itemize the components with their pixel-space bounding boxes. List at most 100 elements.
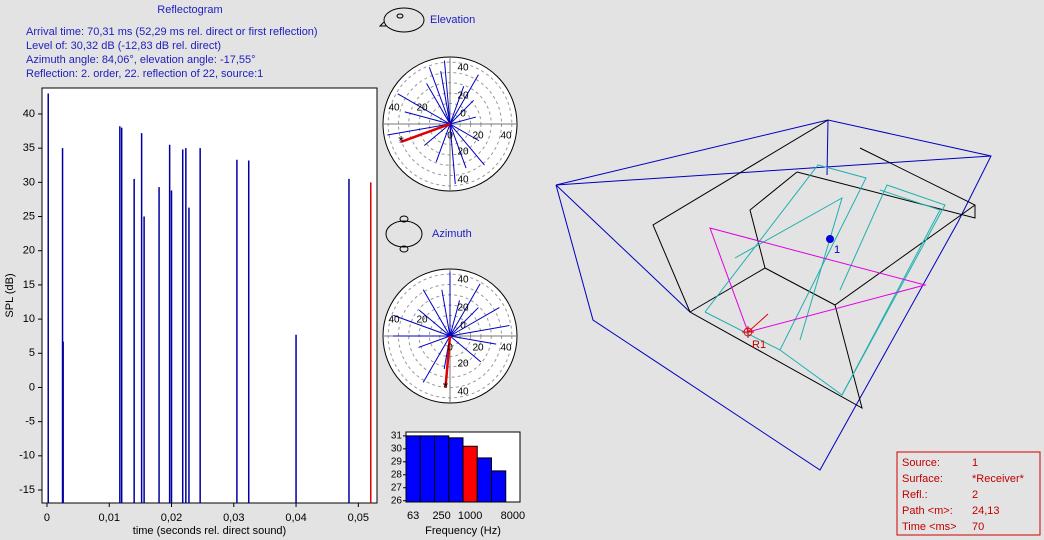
direction-ray <box>449 307 479 337</box>
info-line: Azimuth angle: 84,06°, elevation angle: … <box>26 54 256 66</box>
direction-ray <box>422 289 451 337</box>
bar <box>448 437 464 503</box>
direction-ray <box>440 71 451 125</box>
polar-tick-label: 20 <box>457 147 469 158</box>
polar-tick-label: 40 <box>457 175 469 186</box>
x-tick-label: 0,02 <box>161 512 182 524</box>
y-tick-label: 29 <box>391 456 403 467</box>
direction-ray <box>435 123 451 162</box>
room-view <box>555 119 992 471</box>
polar-tick-label: 40 <box>457 387 469 398</box>
y-tick-label: 5 <box>29 347 35 359</box>
info-label: Surface: <box>902 473 943 485</box>
info-line: Arrival time: 70,31 ms (52,29 ms rel. di… <box>26 26 318 38</box>
azimuth-icon <box>385 215 423 253</box>
selected-marker: * <box>398 132 404 148</box>
info-line: Level of: 30,32 dB (-12,83 dB rel. direc… <box>26 40 221 52</box>
polar-tick-label: 20 <box>472 343 484 354</box>
direction-ray <box>424 123 451 146</box>
polar-tick-label: 20 <box>416 103 428 114</box>
direction-ray <box>422 335 451 383</box>
bar <box>419 435 435 503</box>
direction-ray <box>449 123 467 169</box>
x-tick-label: 1000 <box>458 510 482 522</box>
polar-tick-label: 40 <box>457 275 469 286</box>
bar <box>476 457 492 503</box>
polar-tick-label: 40 <box>500 343 512 354</box>
elevation-title: Elevation <box>430 14 475 26</box>
direction-ray <box>449 300 461 337</box>
info-label: Source: <box>902 457 940 469</box>
polar-tick-label: 0 <box>460 109 466 120</box>
direction-ray <box>404 111 451 125</box>
x-tick-label: 0,04 <box>285 512 306 524</box>
direction-ray <box>387 123 451 136</box>
y-tick-label: 30 <box>23 176 35 188</box>
x-tick-label: 8000 <box>501 510 525 522</box>
direction-ray <box>443 60 451 125</box>
direction-ray <box>418 309 451 337</box>
polar-tick-label: 20 <box>416 315 428 326</box>
elevation-icon <box>378 7 425 33</box>
direction-ray <box>449 325 510 337</box>
y-tick-label: -15 <box>19 484 35 496</box>
info-value: 2 <box>972 489 978 501</box>
polar-tick-label: 40 <box>457 63 469 74</box>
reflectogram: -15 -10 -5 0 5 10 15 20 25 30 35 40 0 0,01 0,02 0,03 0,0… <box>4 93 372 537</box>
polar-tick-label: 0 <box>447 131 453 142</box>
azimuth-title: Azimuth <box>432 228 472 240</box>
x-tick-label: 0 <box>44 512 50 524</box>
direction-ray <box>449 86 465 125</box>
y-tick-label: 26 <box>391 495 403 506</box>
polar-tick-label: 20 <box>457 359 469 370</box>
plot-area <box>41 87 378 504</box>
polar-plots: * 40 20 0 20 40 40 20 0 20 40 * 40 20 0 20 40 40 20 0 20 40 <box>382 56 518 404</box>
direction-ray <box>449 99 475 125</box>
info-box <box>896 451 1041 536</box>
reflectogram-title: Reflectogram <box>157 4 222 16</box>
y-tick-label: -5 <box>25 416 35 428</box>
source-label: 1 <box>834 244 840 256</box>
info-value: 24,13 <box>972 505 1000 517</box>
x-tick-label: 0,03 <box>223 512 244 524</box>
direction-ray <box>418 335 451 348</box>
x-tick-label: 250 <box>432 510 450 522</box>
direction-ray <box>428 67 451 125</box>
direction-ray <box>449 283 481 337</box>
y-tick-label: 15 <box>23 279 35 291</box>
polar-tick-label: 20 <box>457 91 469 102</box>
polar-tick-label: 40 <box>500 131 512 142</box>
bar <box>462 445 478 503</box>
direction-ray <box>397 93 451 125</box>
direction-ray <box>449 307 500 337</box>
direction-ray <box>393 314 451 337</box>
info-lines: Arrival time: 70,31 ms (52,29 ms rel. di… <box>26 26 318 80</box>
info-label: Path <m>: <box>902 505 953 517</box>
bar <box>434 435 450 503</box>
x-axis-label: time (seconds rel. direct sound) <box>133 525 286 537</box>
y-tick-label: -10 <box>19 450 35 462</box>
y-tick-label: 27 <box>391 482 403 493</box>
direction-ray <box>449 123 480 142</box>
polar-tick-label: 0 <box>447 343 453 354</box>
info-value: *Receiver* <box>972 473 1025 485</box>
polar-tick-label: 40 <box>388 103 400 114</box>
direction-ray <box>449 74 479 125</box>
info-line: Reflection: 2. order, 22. reflection of … <box>26 68 263 80</box>
info-box-rows: Source: 1 Surface: *Receiver* Refl.: 2 Path <m… <box>902 457 1025 533</box>
direction-ray <box>449 123 456 185</box>
bar <box>405 435 421 503</box>
polar-tick-label: 20 <box>457 303 469 314</box>
y-tick-label: 40 <box>23 108 35 120</box>
x-axis-label: Frequency (Hz) <box>425 525 501 537</box>
polar-tick-label: 40 <box>388 315 400 326</box>
info-label: Time <ms> <box>902 521 957 533</box>
selected-marker: * <box>443 379 449 395</box>
y-tick-label: 28 <box>391 469 403 480</box>
y-tick-label: 10 <box>23 313 35 325</box>
direction-ray <box>449 335 482 363</box>
selected-ray <box>444 335 452 388</box>
x-tick-label: 0,01 <box>99 512 120 524</box>
